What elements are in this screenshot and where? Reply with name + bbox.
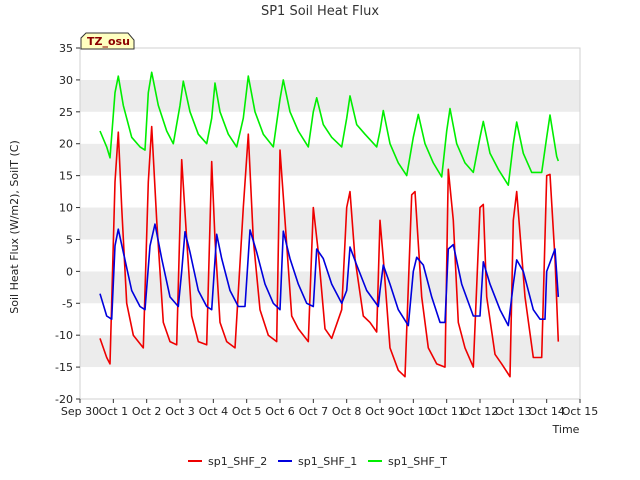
annotation-badge: TZ_osu bbox=[80, 32, 135, 50]
x-tick-label: Oct 3 bbox=[165, 405, 195, 418]
plot-background bbox=[80, 48, 580, 399]
y-tick-label: 0 bbox=[66, 265, 73, 278]
grid-band bbox=[80, 175, 580, 208]
chart-title: SP1 Soil Heat Flux bbox=[261, 4, 379, 19]
plot-frame bbox=[79, 47, 581, 400]
x-tick-label: Oct 1 bbox=[99, 405, 129, 418]
series-line-sp1_SHF_2 bbox=[99, 125, 560, 378]
x-tick-label: Oct 7 bbox=[299, 405, 329, 418]
y-tick-label: 35 bbox=[59, 42, 73, 55]
x-tick-label: Oct 9 bbox=[365, 405, 395, 418]
y-tick-label: -5 bbox=[62, 297, 73, 310]
y-tick-label: -15 bbox=[55, 361, 73, 374]
legend-label-sp1_SHF_T: sp1_SHF_T bbox=[388, 455, 447, 468]
x-tick-label: Oct 6 bbox=[265, 405, 295, 418]
grid-band bbox=[80, 143, 580, 176]
x-tick-label: Oct 14 bbox=[528, 405, 565, 418]
series-lines bbox=[99, 71, 560, 378]
y-axis-ticks: -20 -15 -10 -5 0 5 10 15 20 25 30 35 bbox=[55, 42, 80, 406]
y-tick-label: -10 bbox=[55, 329, 73, 342]
x-tick-label: Oct 8 bbox=[332, 405, 362, 418]
y-axis-label: Soil Heat Flux (W/m2), SoilT (C) bbox=[8, 140, 21, 313]
x-tick-label: Oct 13 bbox=[495, 405, 532, 418]
grid-band bbox=[80, 207, 580, 240]
grid-band bbox=[80, 335, 580, 368]
x-tick-label: Oct 5 bbox=[232, 405, 262, 418]
y-tick-label: -20 bbox=[55, 393, 73, 406]
grid-band bbox=[80, 48, 580, 80]
x-tick-label: Oct 2 bbox=[132, 405, 162, 418]
legend-label-sp1_SHF_1: sp1_SHF_1 bbox=[298, 455, 357, 468]
x-tick-label: Oct 15 bbox=[562, 405, 599, 418]
x-axis-ticks: Sep 30 Oct 1 Oct 2 Oct 3 Oct 4 Oct 5 Oct 6 Oct … bbox=[61, 399, 598, 418]
grid-band bbox=[80, 271, 580, 304]
x-axis-label: Time bbox=[552, 423, 580, 436]
y-tick-label: 20 bbox=[59, 138, 73, 151]
y-tick-label: 30 bbox=[59, 74, 73, 87]
series-line-sp1_SHF_1 bbox=[99, 223, 560, 327]
grid-band bbox=[80, 111, 580, 144]
legend: sp1_SHF_2 sp1_SHF_1 sp1_SHF_T bbox=[188, 455, 447, 468]
x-tick-label: Oct 12 bbox=[462, 405, 499, 418]
y-tick-label: 15 bbox=[59, 170, 73, 183]
grid-band bbox=[80, 79, 580, 112]
annotation-badge-box bbox=[80, 32, 135, 50]
x-tick-label: Oct 10 bbox=[395, 405, 432, 418]
x-tick-label: Oct 4 bbox=[199, 405, 229, 418]
series-line-sp1_SHF_T bbox=[99, 71, 560, 186]
y-tick-label: 5 bbox=[66, 233, 73, 246]
legend-label-sp1_SHF_2: sp1_SHF_2 bbox=[208, 455, 267, 468]
y-tick-label: 10 bbox=[59, 202, 73, 215]
grid-band bbox=[80, 239, 580, 272]
y-tick-label: 25 bbox=[59, 106, 73, 119]
x-tick-label: Sep 30 bbox=[61, 405, 99, 418]
annotation-text: TZ_osu bbox=[87, 35, 130, 48]
x-tick-label: Oct 11 bbox=[428, 405, 465, 418]
grid-band bbox=[80, 367, 580, 399]
